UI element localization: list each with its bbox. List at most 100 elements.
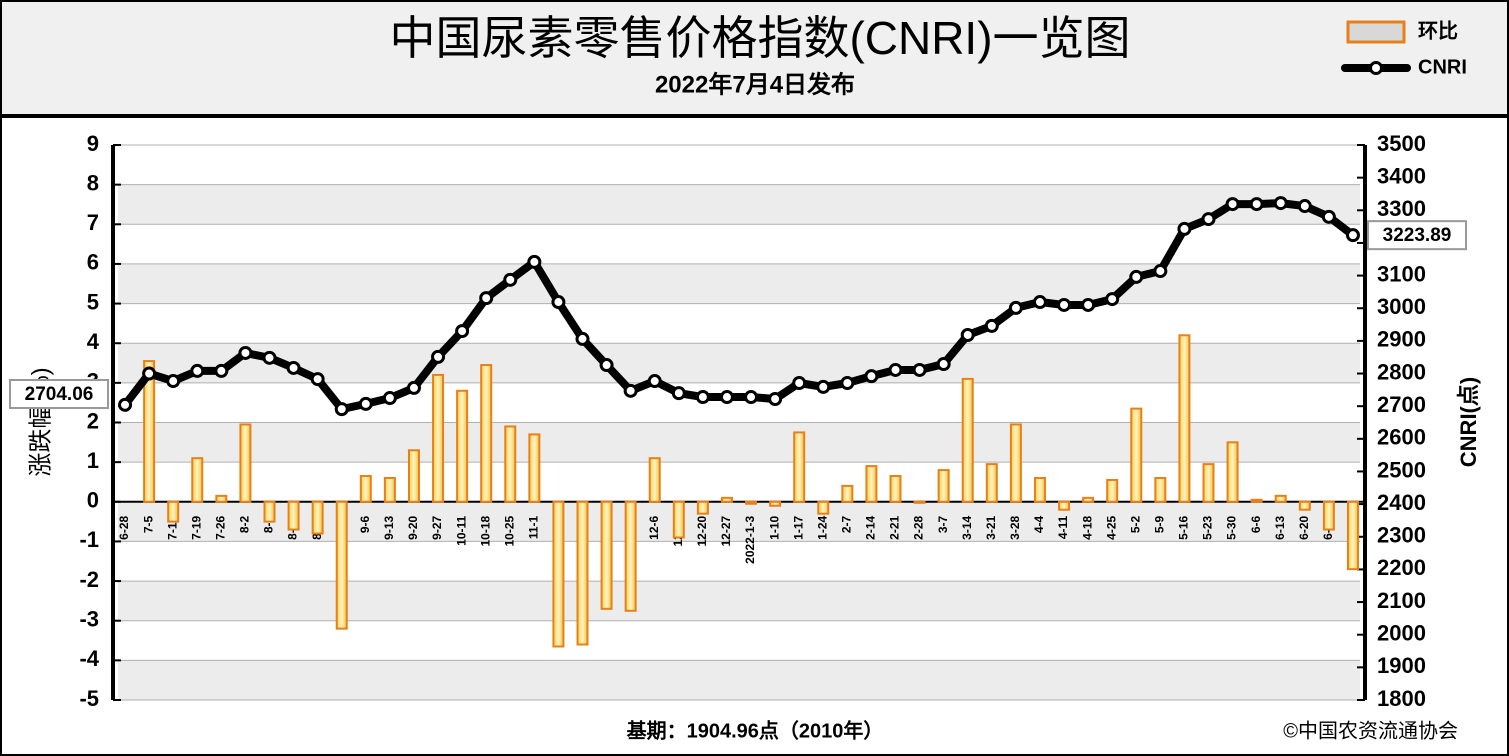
- bar: [1178, 334, 1191, 503]
- y-tick-label: 4: [87, 329, 100, 354]
- bar: [335, 500, 348, 630]
- y-tick-label: 5: [87, 289, 99, 314]
- bar: [407, 449, 420, 503]
- cnri-point: [527, 254, 542, 269]
- bar: [552, 500, 565, 648]
- x-tick-label: 12-27: [719, 515, 733, 546]
- bar: [985, 463, 998, 503]
- bar: [841, 484, 854, 503]
- bar: [215, 494, 228, 503]
- bar: [167, 500, 180, 523]
- bar: [745, 500, 758, 505]
- footer: 基期：1904.96点（2010年）: [627, 718, 884, 742]
- plot-band: [118, 343, 1360, 383]
- plot-band: [118, 422, 1360, 463]
- y2-tick-label: 1900: [1377, 653, 1426, 678]
- plot-band: [118, 660, 1360, 700]
- cnri-point: [455, 324, 470, 339]
- x-tick-label: 12-20: [695, 515, 709, 546]
- cnri-point: [792, 375, 807, 390]
- bar: [1106, 478, 1119, 503]
- x-tick-label: 9-27: [430, 515, 444, 539]
- cnri-point: [1032, 295, 1047, 310]
- bar: [1274, 494, 1287, 503]
- bar: [311, 500, 324, 535]
- value-label: 3223.89: [1383, 225, 1452, 246]
- bar: [648, 457, 661, 503]
- bar: [696, 500, 709, 515]
- y-tick-label: 8: [87, 170, 99, 195]
- bar: [1202, 463, 1215, 503]
- x-tick-label: 5-2: [1128, 515, 1142, 533]
- y-tick-label: 2: [87, 408, 99, 433]
- x-tick-label: 2-28: [912, 515, 926, 539]
- y2-tick-label: 1800: [1377, 686, 1426, 711]
- x-tick-label: 10-11: [454, 515, 468, 545]
- x-tick-label: 1-10: [767, 515, 781, 539]
- bar: [1009, 423, 1022, 503]
- cnri-point: [286, 360, 301, 375]
- cnri-point: [190, 363, 205, 378]
- plot-band: [118, 581, 1360, 621]
- cnri-point: [1177, 221, 1192, 236]
- bar: [263, 500, 276, 523]
- cnri-point: [1273, 196, 1288, 211]
- plot-band: [118, 184, 1360, 225]
- x-tick-label: 5-16: [1177, 515, 1191, 539]
- bar: [865, 465, 878, 503]
- cnri-point: [238, 345, 253, 360]
- cnri-point: [1081, 297, 1096, 312]
- cnri-point: [719, 390, 734, 405]
- x-tick-label: 7-26: [214, 515, 228, 539]
- cnri-point: [912, 362, 927, 377]
- cnri-point: [647, 374, 662, 389]
- bar: [1130, 407, 1143, 503]
- bar: [504, 425, 517, 503]
- y2-tick-label: 2800: [1377, 359, 1426, 384]
- x-tick-label: 8-2: [238, 515, 252, 533]
- x-tick-label: 4-18: [1080, 515, 1094, 539]
- x-tick-label: 5-30: [1225, 515, 1239, 539]
- y-tick-label: -2: [79, 567, 99, 592]
- bar: [817, 500, 830, 515]
- y2-tick-label: 3000: [1377, 294, 1426, 319]
- plot-band: [118, 501, 1360, 542]
- cnri-point: [768, 391, 783, 406]
- bar: [1298, 500, 1311, 511]
- y2-tick-label: 2000: [1377, 621, 1426, 646]
- bar: [432, 373, 445, 503]
- bar: [793, 431, 806, 503]
- x-tick-label: 1-17: [791, 515, 805, 539]
- bar: [528, 433, 541, 503]
- plot-band: [118, 541, 1360, 582]
- cnri-point: [599, 358, 614, 373]
- cnri-point: [936, 357, 951, 372]
- chart-title: 中国尿素零售价格指数(CNRI)一览图: [389, 12, 1130, 64]
- legend-swatch-point: [1369, 61, 1383, 75]
- cnri-point: [1057, 297, 1072, 312]
- bar: [672, 500, 685, 539]
- y2-tick-label: 2100: [1377, 588, 1426, 613]
- plot-band: [118, 382, 1360, 423]
- cnri-point: [1249, 197, 1264, 212]
- cnri-point: [1129, 269, 1144, 284]
- x-tick-label: 7-19: [189, 515, 203, 539]
- cnri-point: [118, 397, 133, 412]
- bar: [913, 500, 926, 504]
- x-tick-label: 9-13: [382, 515, 396, 539]
- source: ©中国农资流通协会: [1283, 719, 1458, 742]
- cnri-point: [695, 390, 710, 405]
- y2-tick-label: 2500: [1377, 457, 1426, 482]
- bar: [720, 496, 733, 503]
- y2-tick-label: 3500: [1377, 131, 1426, 156]
- plot-band: [118, 263, 1360, 304]
- y2-tick-label: 2900: [1377, 327, 1426, 352]
- x-tick-label: 2-7: [840, 515, 854, 533]
- value-label: 2704.06: [25, 384, 94, 405]
- value-label-box: [9, 379, 109, 409]
- bar: [1226, 441, 1239, 503]
- y-tick-label: -4: [79, 646, 99, 671]
- cnri-point: [334, 402, 349, 417]
- cnri-point: [479, 291, 494, 306]
- cnri-point: [744, 390, 759, 405]
